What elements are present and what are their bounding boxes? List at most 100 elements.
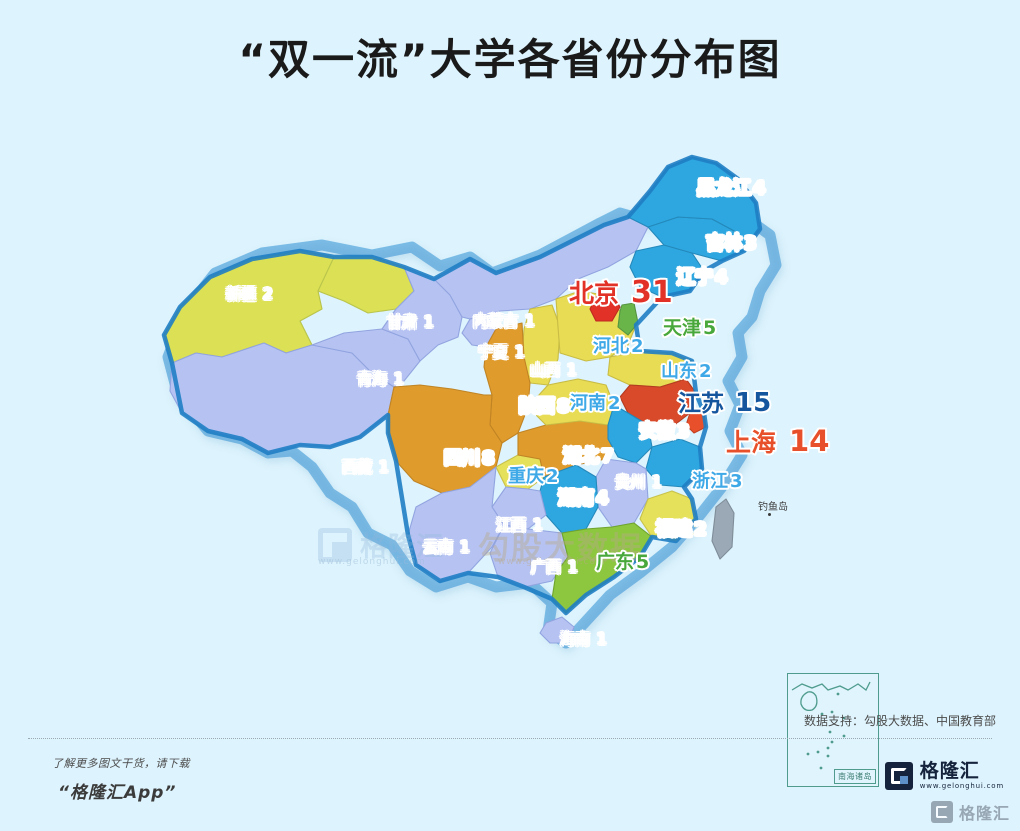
province-name: 四川 (444, 448, 480, 469)
province-name: 广东 (595, 551, 636, 573)
province-name: 云南 (423, 538, 454, 556)
province-shape-shaanxi[interactable] (483, 322, 531, 444)
province-count: 1 (394, 370, 404, 388)
province-label-5[interactable]: 宁夏 1 (478, 345, 525, 360)
gelonghui-logo-icon (884, 762, 913, 790)
province-name: 安徽 (639, 421, 675, 442)
province-count: 15 (733, 388, 772, 418)
province-label-10[interactable]: 云南 1 (423, 540, 470, 555)
province-name: 重庆 (507, 466, 545, 487)
province-label-6[interactable]: 山西 1 (530, 363, 577, 378)
province-count: 1 (597, 630, 607, 648)
province-count: 5 (635, 551, 651, 573)
province-count: 4 (715, 267, 728, 288)
map-coastline (161, 154, 763, 616)
province-shape-guangxi[interactable] (489, 524, 569, 588)
province-label-22[interactable]: 浙江 3 (691, 471, 744, 492)
province-count: 5 (702, 317, 718, 339)
province-label-27[interactable]: 天津 5 (662, 317, 718, 339)
province-shape-jiangsu[interactable] (619, 378, 697, 428)
province-shapes (163, 156, 761, 644)
watermark-data-url: www.gelonghui.com (498, 557, 606, 567)
province-shape-tianjin[interactable] (617, 302, 639, 336)
province-label-7[interactable]: 陕西 8 (519, 398, 570, 416)
province-count: 4 (753, 178, 766, 199)
province-shape-taiwan[interactable] (711, 498, 735, 560)
province-count: 2 (693, 519, 707, 540)
brand-watermark-name: 格隆汇 (958, 804, 1010, 823)
gelonghui-brand[interactable]: 格隆汇 www.gelonghui.com (884, 762, 1004, 790)
page-title: “双一流”大学各省份分布图 (238, 35, 782, 84)
province-count: 7 (601, 446, 614, 467)
province-label-16[interactable]: 湖南 4 (558, 490, 609, 508)
province-count: 8 (482, 448, 495, 469)
brand-url: www.gelonghui.com (919, 782, 1004, 790)
province-label-0[interactable]: 新疆 2 (226, 287, 273, 302)
province-label-14[interactable]: 广东 5 (595, 551, 651, 573)
province-name: 陕西 (519, 396, 555, 417)
province-name: 福建 (655, 519, 693, 540)
promo-line-1: 了解更多图文干货，请下载 (52, 757, 190, 770)
province-label-30[interactable]: 上海 14 (724, 425, 831, 457)
province-name: 辽宁 (677, 267, 713, 288)
province-label-24[interactable]: 辽宁 4 (677, 269, 728, 287)
province-label-25[interactable]: 吉林 3 (706, 235, 757, 253)
province-name: 甘肃 (387, 313, 418, 331)
inset-map-svg (791, 681, 871, 770)
province-label-21[interactable]: 安徽 3 (639, 423, 690, 441)
china-map: 格隆汇 www.gelonghui.com 勾股大数据 www.gelonghu… (0, 95, 1020, 787)
province-label-9[interactable]: 重庆 2 (507, 466, 560, 487)
province-count: 2 (263, 285, 273, 303)
province-name: 山西 (530, 361, 561, 379)
gelonghui-watermark-brand: 格隆汇 (930, 800, 1010, 824)
province-label-17[interactable]: 湖北 7 (563, 448, 614, 466)
province-count: 1 (379, 458, 389, 476)
province-label-3[interactable]: 甘肃 1 (387, 315, 434, 330)
province-name: 浙江 (691, 471, 729, 492)
province-label-2[interactable]: 青海 1 (357, 372, 404, 387)
province-count: 4 (596, 488, 609, 509)
province-count: 1 (533, 516, 543, 534)
province-label-19[interactable]: 河北 2 (592, 336, 645, 357)
diaoyu-islands-label: 钓鱼岛 (758, 502, 788, 513)
province-name: 贵州 (615, 473, 646, 491)
province-count: 1 (567, 361, 577, 379)
province-shape-hainan[interactable] (539, 616, 575, 644)
province-name: 河北 (592, 336, 630, 357)
province-label-11[interactable]: 贵州 1 (615, 475, 662, 490)
data-source-note: 数据支持：勾股大数据、中国教育部 (803, 714, 996, 728)
province-label-1[interactable]: 西藏 1 (342, 460, 389, 475)
province-label-12[interactable]: 广西 1 (531, 560, 578, 575)
province-label-26[interactable]: 黑龙江 4 (697, 180, 766, 198)
gelonghui-watermark-logo-icon (930, 801, 953, 823)
province-label-15[interactable]: 江西 1 (496, 518, 543, 533)
province-label-13[interactable]: 海南 1 (560, 632, 607, 647)
province-name: 吉林 (706, 233, 742, 254)
province-name: 湖南 (558, 488, 594, 509)
province-label-20[interactable]: 山东 2 (660, 361, 713, 382)
province-name: 西藏 (342, 458, 373, 476)
province-count: 31 (629, 275, 674, 310)
province-label-23[interactable]: 福建 2 (655, 519, 707, 540)
province-count: 1 (460, 538, 470, 556)
promo-line-2: “格隆汇App” (58, 783, 177, 803)
province-count: 3 (677, 421, 690, 442)
province-name: 河南 (569, 393, 607, 414)
province-label-29[interactable]: 江苏 15 (677, 388, 773, 418)
province-label-28[interactable]: 北京 31 (567, 275, 674, 310)
province-name: 天津 (662, 317, 703, 339)
province-name: 北京 (567, 279, 620, 308)
province-label-4[interactable]: 内蒙古 1 (473, 314, 535, 329)
province-label-8[interactable]: 四川 8 (444, 450, 495, 468)
province-count: 2 (545, 466, 560, 487)
province-count: 2 (698, 361, 713, 382)
province-shape-beijing[interactable] (589, 292, 621, 322)
province-label-18[interactable]: 河南 2 (569, 393, 622, 414)
province-name: 新疆 (226, 285, 257, 303)
inset-caption: 南海诸岛 (834, 769, 876, 784)
map-outline-halo (162, 199, 782, 649)
province-name: 广西 (531, 558, 562, 576)
province-shape-qinghai[interactable] (311, 328, 421, 388)
province-count: 1 (424, 313, 434, 331)
province-name: 江西 (496, 516, 527, 534)
